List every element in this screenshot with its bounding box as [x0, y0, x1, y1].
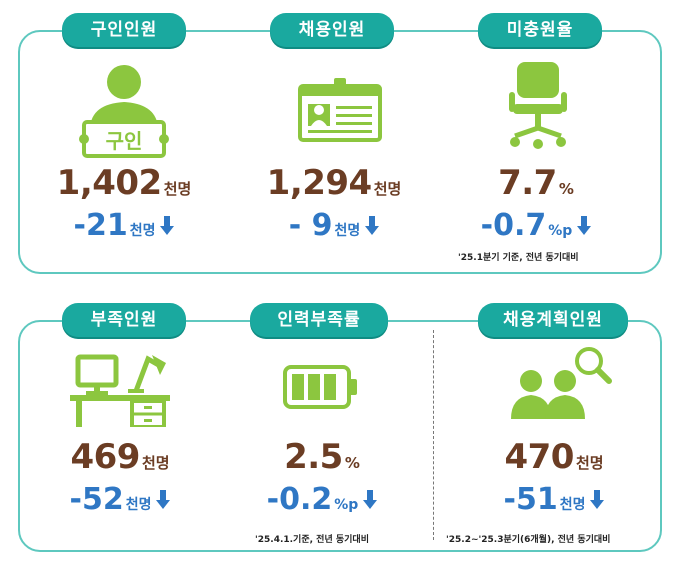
down-arrow-icon [156, 490, 171, 510]
change-shortage-rate: -0.2 %p [232, 482, 412, 517]
note-planned-hires: '25.2~'25.3분기(6개월), 전년 동기대비 [446, 535, 611, 545]
change-hires: - 9 천명 [244, 208, 424, 243]
change-shortage: -52 천명 [30, 482, 210, 517]
label-unfilled-rate: 미충원율 [478, 13, 602, 47]
down-arrow-icon [160, 216, 175, 236]
value-hires: 1,294 천명 [266, 163, 402, 203]
id-card-icon [298, 78, 382, 142]
down-arrow-icon [363, 490, 378, 510]
label-shortage-rate: 인력부족률 [250, 303, 388, 337]
note-unfilled-rate: '25.1분기 기준, 전년 동기대비 [458, 253, 579, 263]
sign-text: 구인 [106, 129, 143, 153]
label-hires: 채용인원 [270, 13, 394, 47]
change-unfilled-rate: -0.7 %p [446, 208, 626, 243]
value-shortage-rate: 2.5% [284, 437, 360, 477]
note-shortage-rate: '25.4.1.기준, 전년 동기대비 [255, 535, 369, 545]
people-search-icon [511, 347, 612, 419]
desk-icon [70, 354, 170, 427]
down-arrow-icon [365, 216, 380, 236]
label-shortage: 부족인원 [62, 303, 186, 337]
down-arrow-icon [577, 216, 592, 236]
label-job-openings: 구인인원 [62, 13, 186, 47]
value-job-openings: 1,402 천명 [56, 163, 192, 203]
office-chair-icon [509, 62, 567, 149]
down-arrow-icon [590, 490, 605, 510]
label-planned-hires: 채용계획인원 [478, 303, 628, 337]
job-seeker-sign-icon: 구인 [79, 65, 169, 158]
bottom-panel [18, 320, 662, 552]
change-job-openings: -21 천명 [34, 208, 214, 243]
value-shortage: 469 천명 [70, 437, 170, 477]
battery-icon [283, 365, 357, 409]
divider [433, 330, 434, 540]
value-planned-hires: 470 천명 [504, 437, 604, 477]
value-unfilled-rate: 7.7% [498, 163, 574, 203]
change-planned-hires: -51 천명 [464, 482, 644, 517]
